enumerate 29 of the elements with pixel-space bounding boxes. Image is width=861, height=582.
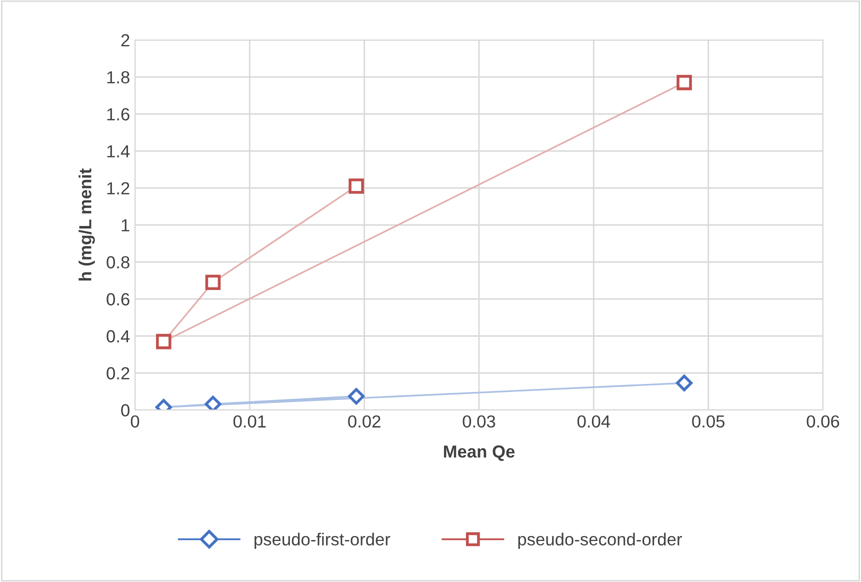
y-tick-label: 0 (121, 404, 130, 416)
y-tick-label: 1.6 (107, 108, 130, 120)
y-tick-label: 0.4 (106, 330, 130, 342)
x-tick-label: 0.01 (233, 415, 266, 428)
x-tick-label: 0.03 (462, 415, 496, 428)
y-tick-label: 1.2 (107, 182, 130, 194)
point (348, 388, 365, 405)
x-tick-label: 0.04 (577, 415, 610, 428)
y-tick-label: 2 (121, 34, 130, 46)
point (676, 74, 692, 90)
x-tick-label: 0.02 (348, 415, 380, 428)
y-tick-label: 1.8 (107, 71, 130, 84)
y-tick-label: 0.8 (106, 256, 130, 268)
point (205, 274, 221, 290)
point (204, 396, 222, 410)
x-axis-title: Mean Qe (444, 445, 515, 461)
legend-label: pseudo-first-order (254, 532, 390, 549)
y-tick-label: 0.2 (106, 367, 130, 380)
y-tick-label: 1 (122, 219, 130, 232)
point (156, 334, 172, 350)
legend-label: pseudo-second-order (518, 532, 682, 549)
y-tick-label: 0.6 (106, 293, 130, 306)
point (348, 178, 364, 194)
point (676, 374, 693, 392)
x-tick-label: 0 (130, 415, 140, 428)
y-axis-title: h (mg/L menit (78, 168, 95, 281)
y-tick-label: 1.4 (107, 145, 130, 158)
x-tick-label: 0.06 (806, 415, 840, 428)
x-tick-label: 0.05 (692, 415, 724, 428)
